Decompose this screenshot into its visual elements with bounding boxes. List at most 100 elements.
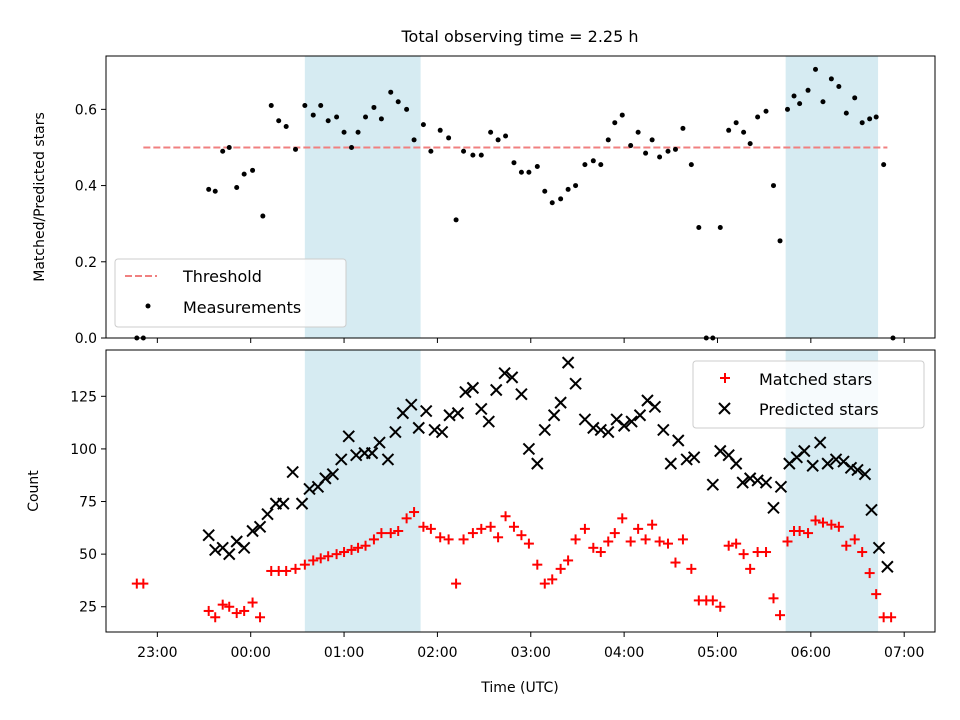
top-shaded-intervals [304,56,879,338]
matched-star-marker [368,534,379,545]
matched-star-marker [255,612,266,623]
matched-star-marker [508,521,519,532]
predicted-star-marker [729,457,743,470]
matched-star-marker [458,534,469,545]
predicted-star-marker [286,465,299,479]
x-axis-label: Time (UTC) [480,680,558,696]
predicted-star-marker [569,377,582,390]
matched-stars-legend-marker [720,373,730,383]
measurements-legend-marker [145,303,151,309]
matched-star-marker [401,513,412,524]
measurements-legend-label: Measurements [183,298,301,317]
matched-star-marker [485,521,496,532]
predicted-star-marker [522,442,536,456]
matched-star-marker [376,528,387,539]
x-tick-label: 05:00 [697,645,737,661]
measurement-point [665,148,671,154]
measurement-point [518,169,524,175]
measurement-point [573,183,579,189]
measurement-point [867,116,873,122]
measurement-point [805,87,811,93]
shaded-interval [785,56,879,338]
predicted-star-marker [319,472,332,485]
bottom-y-axis-label: Count [26,470,42,512]
matched-star-marker [625,536,636,547]
x-tick-label: 06:00 [791,645,831,661]
matched-star-marker [570,534,581,545]
predicted-star-marker [482,415,495,428]
matched-star-marker [841,540,852,551]
predicted-star-marker [806,459,819,472]
bottom-panel: 25 50 75 100 125 23:00 00:00 01:00 02:00 03:00 04… [26,349,936,696]
matched-star-marker [810,515,821,526]
matched-star-marker [476,523,487,534]
matched-star-marker [217,599,228,610]
top-legend: Threshold Measurements [114,258,347,328]
measurement-point [349,144,355,150]
measurement-point [696,224,702,230]
measurement-point [688,162,694,168]
predicted-star-marker [515,387,528,401]
measurement-point [755,114,761,120]
matched-star-marker [239,605,250,616]
matched-star-marker [871,589,882,600]
predicted-star-marker [538,423,551,437]
measurement-point [881,162,887,168]
matched-star-marker [745,563,756,574]
matched-star-marker [435,532,446,543]
matched-star-marker [500,511,511,522]
measurement-point [310,112,316,118]
top-x-ticks [156,338,905,343]
x-tick-label: 02:00 [417,645,457,661]
matched-star-marker [886,612,897,623]
measurement-point [276,118,282,124]
matched-star-marker [224,601,235,612]
measurement-point [549,200,555,206]
matched-star-marker [609,528,620,539]
predicted-star-marker [202,528,215,542]
predicted-star-marker [209,543,222,557]
measurement-point [820,99,826,105]
predicted-star-marker [223,547,236,561]
measurement-point [478,152,484,158]
matched-star-marker [299,559,310,570]
measurement-point [813,66,819,72]
measurement-point [565,186,571,192]
predicted-star-marker [881,560,894,573]
matched-star-marker [138,578,149,589]
x-tick-label: 00:00 [231,645,271,661]
matched-star-marker [231,608,242,619]
predicted-star-marker [451,406,465,420]
matched-star-marker [210,612,221,623]
matched-star-marker [532,559,543,570]
measurement-point [495,137,501,143]
matched-star-marker [595,547,606,558]
measurement-point [395,99,401,105]
predicted-star-marker [594,423,607,437]
predicted-star-marker [412,421,425,435]
bottom-legend-box [692,360,925,429]
measurement-point [628,143,634,149]
measurement-point [302,103,308,109]
predicted-star-marker [466,381,480,395]
y-tick-label: 0.2 [75,255,97,271]
predicted-star-marker [381,453,395,466]
predicted-star-marker [459,385,472,399]
matched-star-marker [331,549,342,560]
measurement-point [420,122,426,128]
measurement-point [763,108,769,114]
predicted-star-marker [505,371,519,384]
y-tick-label: 75 [79,495,97,511]
measurement-point [542,188,548,194]
measurement-point [598,162,604,168]
measurement-point [582,162,588,168]
predicted-star-marker [531,457,544,470]
measurement-point [325,118,331,124]
predicted-star-marker [872,541,886,555]
measurement-point [657,154,663,160]
predicted-star-marker [335,453,348,466]
x-tick-label: 01:00 [324,645,364,661]
matched-star-marker [443,534,454,545]
y-tick-label: 50 [79,547,97,563]
